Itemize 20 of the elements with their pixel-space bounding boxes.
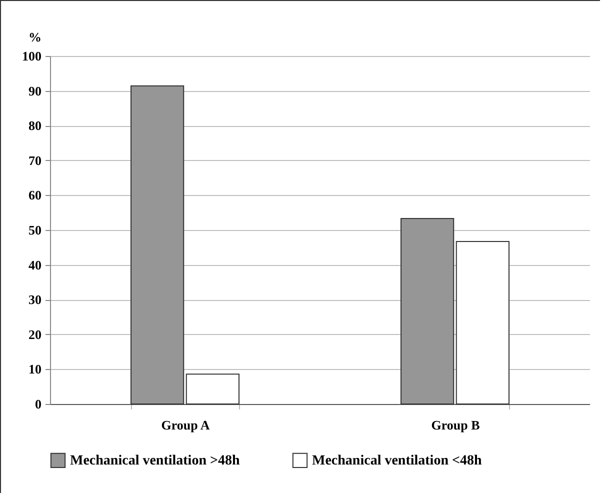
bar	[130, 85, 184, 404]
y-tick-label: 100	[22, 48, 42, 64]
bar	[400, 218, 454, 404]
x-tick-label: Group B	[431, 418, 480, 432]
bar	[456, 240, 510, 404]
y-tick-label: 10	[28, 362, 42, 377]
y-tick-label: 20	[28, 326, 42, 342]
legend-label: Mechanical ventilation <48h	[312, 453, 482, 468]
bar	[186, 374, 240, 404]
y-tick-label: 70	[28, 152, 42, 168]
legend-label: Mechanical ventilation >48h	[70, 453, 240, 468]
y-axis-title: %	[28, 30, 42, 44]
y-tick-label: 50	[28, 222, 42, 238]
y-tick-label: 30	[28, 292, 42, 308]
x-tick-label: Group A	[161, 418, 210, 432]
y-tick-label: 90	[28, 83, 42, 98]
y-tick-label: 40	[28, 257, 42, 272]
y-tick-label: 0	[35, 396, 42, 412]
y-tick-label: 60	[28, 188, 42, 203]
y-tick-label: 80	[28, 118, 42, 134]
